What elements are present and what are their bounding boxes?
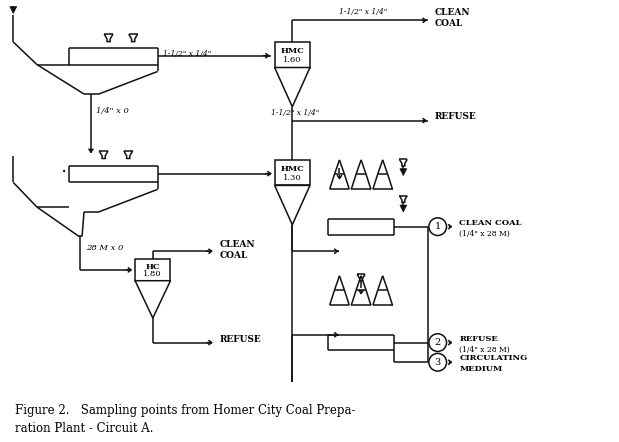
Text: 1-1/2" x 1/4": 1-1/2" x 1/4" bbox=[163, 50, 211, 58]
Text: HMC: HMC bbox=[280, 165, 305, 173]
Text: Figure 2.   Sampling points from Homer City Coal Prepa-
ration Plant - Circuit A: Figure 2. Sampling points from Homer Cit… bbox=[15, 404, 356, 434]
Bar bbox=[275, 160, 310, 185]
Text: CLEAN COAL: CLEAN COAL bbox=[459, 219, 522, 227]
Text: (1/4" x 28 M): (1/4" x 28 M) bbox=[459, 229, 510, 237]
Text: 28 M x 0: 28 M x 0 bbox=[86, 244, 123, 252]
Text: REFUSE: REFUSE bbox=[459, 335, 498, 343]
Text: 1/4" x 0: 1/4" x 0 bbox=[96, 107, 129, 115]
Text: REFUSE: REFUSE bbox=[435, 112, 477, 121]
Text: 1-1/2" x 1/4": 1-1/2" x 1/4" bbox=[271, 109, 319, 117]
Text: 1: 1 bbox=[435, 222, 441, 231]
Text: HC: HC bbox=[145, 263, 160, 271]
Text: COAL: COAL bbox=[435, 19, 463, 28]
Circle shape bbox=[429, 354, 446, 371]
Text: (1/4" x 28 M): (1/4" x 28 M) bbox=[459, 346, 510, 354]
Text: CLEAN: CLEAN bbox=[435, 8, 470, 17]
Text: CIRCULATING: CIRCULATING bbox=[459, 354, 527, 362]
Polygon shape bbox=[135, 281, 170, 318]
Text: 1.30: 1.30 bbox=[283, 174, 301, 182]
Circle shape bbox=[429, 334, 446, 351]
Polygon shape bbox=[400, 169, 407, 175]
Text: REFUSE: REFUSE bbox=[220, 335, 261, 344]
Text: MEDIUM: MEDIUM bbox=[459, 365, 503, 373]
Polygon shape bbox=[10, 7, 17, 13]
Polygon shape bbox=[275, 185, 310, 225]
Text: HMC: HMC bbox=[280, 47, 305, 55]
Polygon shape bbox=[275, 68, 310, 107]
Text: CLEAN: CLEAN bbox=[220, 240, 255, 249]
Text: 1.60: 1.60 bbox=[283, 56, 301, 64]
Bar bbox=[135, 259, 170, 281]
Polygon shape bbox=[400, 205, 407, 212]
Text: 2: 2 bbox=[435, 338, 441, 347]
Text: COAL: COAL bbox=[220, 251, 248, 259]
Bar bbox=[275, 42, 310, 68]
Text: ·: · bbox=[61, 163, 67, 182]
Text: 1.80: 1.80 bbox=[144, 270, 162, 278]
Text: 3: 3 bbox=[435, 358, 441, 367]
Circle shape bbox=[429, 218, 446, 236]
Text: 1-1/2" x 1/4": 1-1/2" x 1/4" bbox=[339, 8, 387, 16]
